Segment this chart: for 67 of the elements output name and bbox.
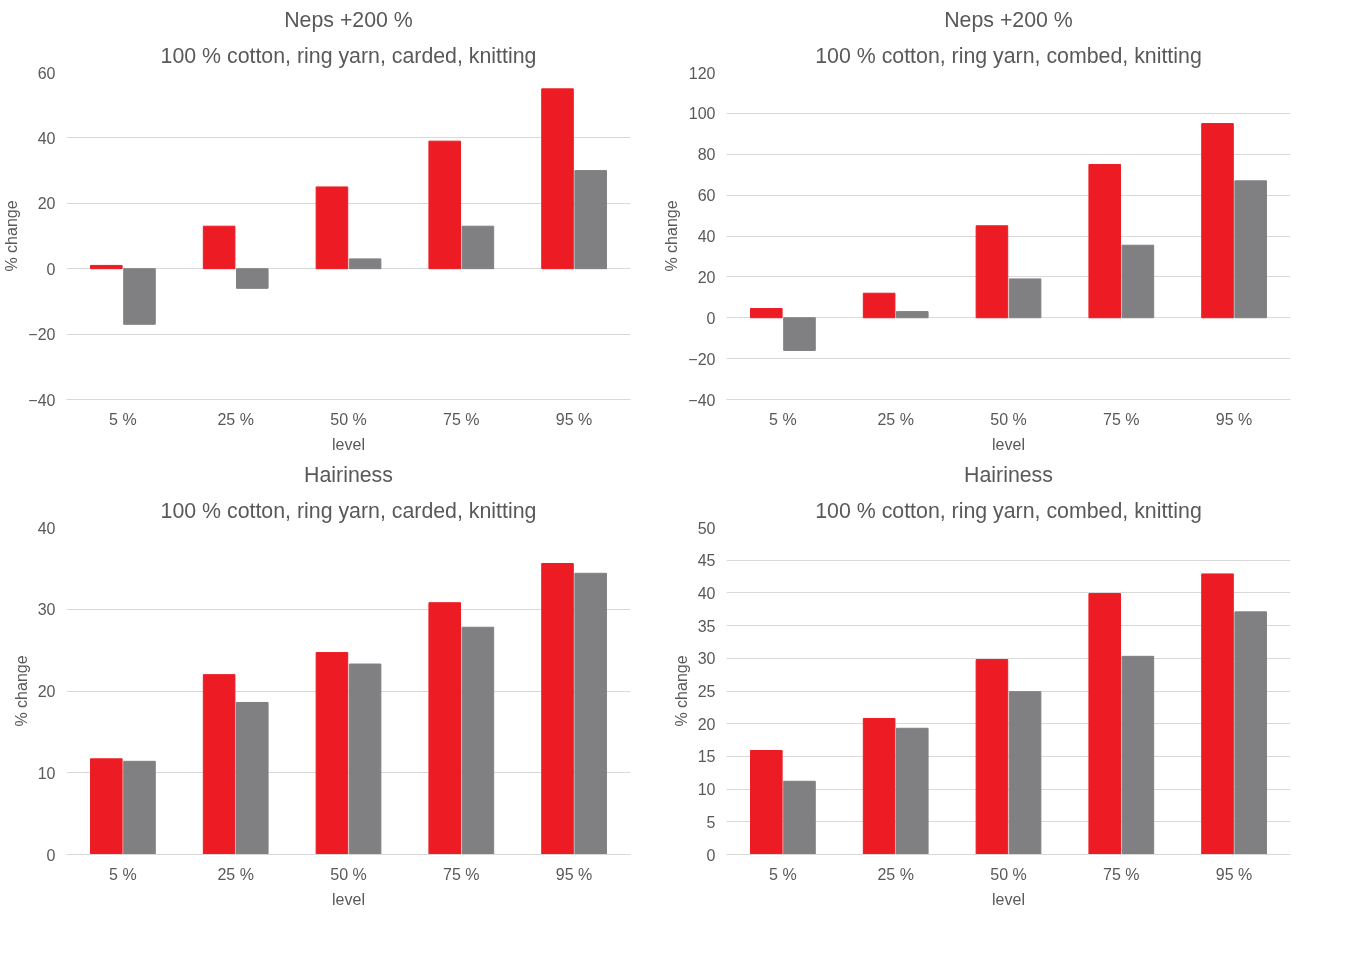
x-tick-label: 50 %	[990, 410, 1027, 428]
x-tick-label: 5 %	[769, 865, 797, 883]
y-tick-label: 50	[697, 519, 716, 537]
y-tick-label: 40	[697, 584, 716, 602]
y-tick-label: 35	[697, 617, 716, 635]
x-axis-title: level	[332, 890, 365, 908]
y-tick-label: 40	[697, 228, 716, 245]
y-tick-label: 40	[37, 129, 56, 147]
x-tick-label: 5 %	[109, 410, 137, 428]
chart-subtitle: 100 % cotton, ring yarn, carded, knitting	[160, 498, 537, 523]
y-tick-label: 25	[697, 683, 716, 700]
x-tick-label: 25 %	[877, 410, 914, 428]
x-tick-label: 25 %	[217, 410, 254, 428]
chart-title: Neps +200 %	[284, 7, 413, 32]
x-tick-label: 25 %	[877, 865, 914, 883]
y-tick-label: 0	[46, 846, 56, 864]
y-tick-label: 20	[37, 683, 56, 700]
x-tick-label: 75 %	[443, 865, 480, 883]
x-tick-label: 5 %	[109, 865, 137, 883]
x-tick-label: 50 %	[330, 865, 367, 883]
y-tick-label: 20	[697, 268, 716, 286]
x-tick-label: 50 %	[990, 865, 1027, 883]
y-tick-label: 20	[37, 195, 56, 213]
chart-subtitle: 100 % cotton, ring yarn, combed, knitting	[815, 498, 1202, 523]
y-tick-label: −40	[28, 391, 56, 409]
x-tick-label: 95 %	[1215, 410, 1253, 428]
x-tick-label: 75 %	[443, 410, 480, 428]
y-tick-label: −20	[688, 350, 716, 368]
y-tick-label: 15	[697, 748, 716, 766]
y-axis-title: % change	[663, 200, 681, 272]
x-axis-title: level	[332, 435, 365, 453]
x-tick-label: 75 %	[1103, 410, 1140, 428]
y-tick-label: 100	[688, 105, 716, 123]
chart-title: Hairiness	[304, 462, 393, 487]
chart-title: Neps +200 %	[944, 7, 1073, 32]
y-tick-label: 30	[37, 601, 56, 619]
y-axis-title: % change	[3, 200, 21, 272]
y-tick-label: 5	[706, 813, 716, 831]
y-axis-title: % change	[12, 655, 30, 727]
chart-title: Hairiness	[964, 462, 1053, 487]
y-tick-label: −40	[688, 391, 716, 409]
y-tick-label: −20	[28, 326, 56, 344]
x-tick-label: 25 %	[217, 865, 254, 883]
x-tick-label: 5 %	[769, 410, 797, 428]
y-axis-title: % change	[672, 655, 690, 727]
y-tick-label: 0	[46, 260, 56, 278]
y-tick-label: 30	[697, 650, 716, 668]
x-axis-title: level	[992, 890, 1025, 908]
y-tick-label: 40	[37, 519, 56, 537]
x-axis-title: level	[992, 435, 1025, 453]
x-tick-label: 75 %	[1103, 865, 1140, 883]
chart-subtitle: 100 % cotton, ring yarn, carded, knitting	[160, 43, 537, 68]
y-tick-label: 0	[706, 846, 716, 864]
y-tick-label: 60	[697, 187, 716, 205]
y-tick-label: 20	[697, 715, 716, 733]
y-tick-label: 10	[697, 781, 716, 799]
x-tick-label: 95 %	[555, 865, 593, 883]
y-tick-label: 45	[697, 552, 716, 570]
y-tick-label: 120	[688, 64, 716, 82]
y-tick-label: 80	[697, 146, 716, 164]
chart-subtitle: 100 % cotton, ring yarn, combed, knitting	[815, 43, 1202, 68]
y-tick-label: 60	[37, 64, 56, 82]
y-tick-label: 10	[37, 764, 56, 782]
x-tick-label: 95 %	[1215, 865, 1253, 883]
x-tick-label: 95 %	[555, 410, 593, 428]
y-tick-label: 0	[706, 309, 716, 327]
x-tick-label: 50 %	[330, 410, 367, 428]
